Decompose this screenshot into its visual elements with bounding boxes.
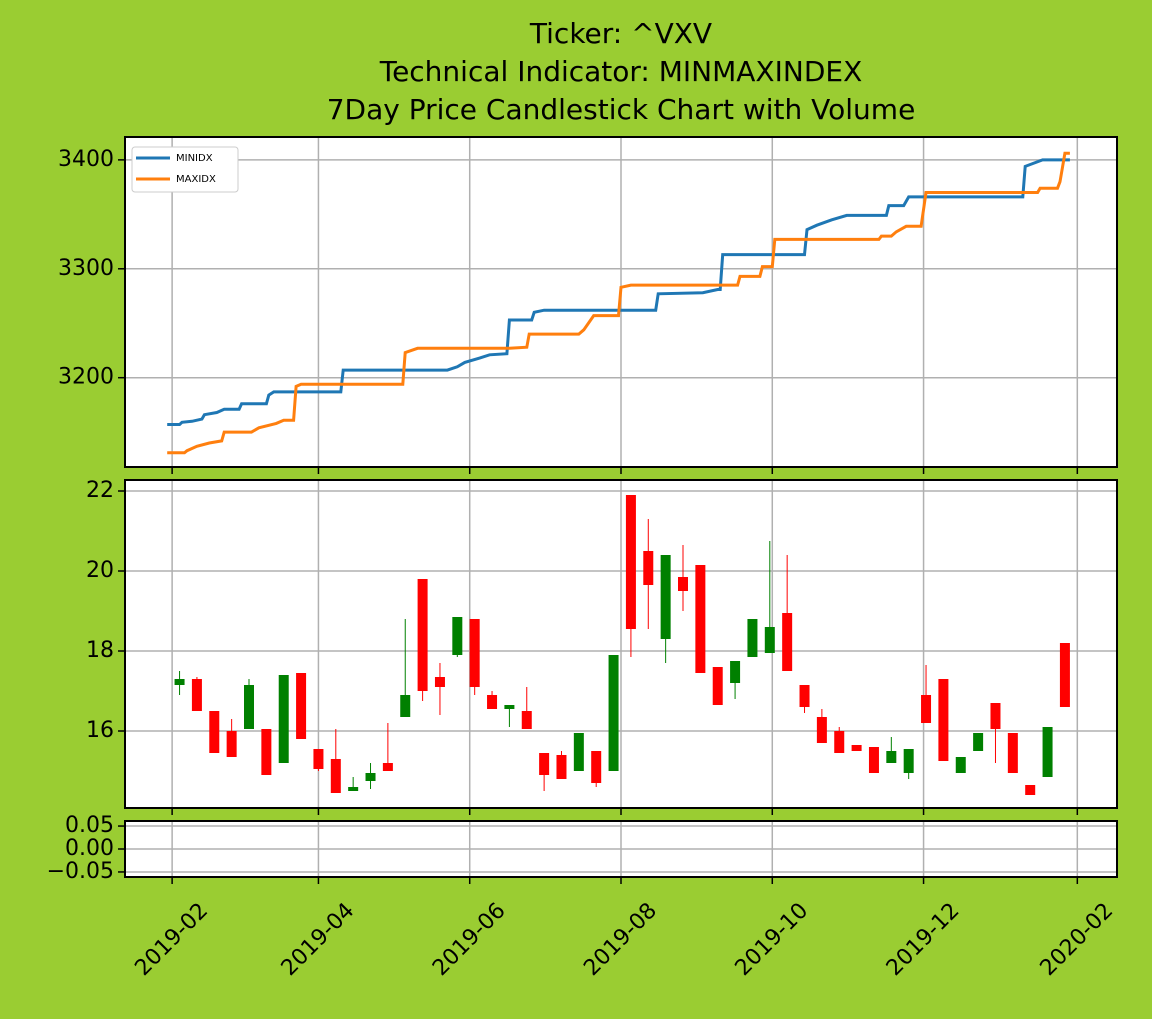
candle-body [226,731,237,757]
candle-body [678,577,688,591]
candle-body [799,685,810,707]
candle-body [660,555,671,639]
chart-title: Technical Indicator: MINMAXINDEX [379,55,863,88]
y-tick-label: 20 [86,558,114,583]
candle-body [469,619,480,687]
line-series [167,158,1070,426]
y-tick-label: 22 [86,478,114,503]
candle-body [556,755,567,779]
candle-body [695,565,706,673]
candle-body [764,627,775,653]
candle-body [400,695,411,717]
candle-body [1007,733,1018,773]
y-tick-label: 16 [86,718,114,743]
y-tick-label: 3400 [58,147,114,172]
chart-title: Ticker: ^VXV [529,17,712,50]
candle-body [573,733,584,771]
candle-body [1042,727,1053,777]
candle-body [712,667,723,705]
candle-body [955,757,966,773]
y-tick-label: 0.00 [65,836,114,861]
candle-body [417,579,428,691]
candle-body [365,773,376,781]
candle-body [730,661,741,683]
candle-body [521,711,532,729]
candle-body [973,733,984,751]
chart-title: 7Day Price Candlestick Chart with Volume [327,93,916,126]
legend-label: MINIDX [176,153,213,164]
candle-body [452,617,463,655]
candle-body [625,495,636,629]
candle-body [886,751,897,763]
candle-body [834,731,845,753]
y-tick-label: 18 [86,638,114,663]
y-tick-label: 0.05 [65,813,114,838]
candle-body [244,685,254,729]
candle-body [990,703,1001,729]
candle-body [487,695,498,709]
candle-body [174,679,185,685]
candle-body [382,763,393,771]
plot-frame [124,479,1118,809]
candle-body [313,749,324,769]
candle-body [1025,785,1036,795]
candle-body [434,677,445,687]
candle-body [782,613,793,671]
legend-label: MAXIDX [176,174,216,185]
y-tick-label: 3200 [58,365,114,390]
candle-body [278,675,289,763]
candle-body [348,787,359,791]
line-series [167,151,1070,455]
plot-frame [124,820,1118,878]
candle-body [921,695,932,723]
candle-body [903,749,914,773]
plot-frame [124,136,1118,468]
candle-body [868,747,879,773]
candle-body [591,751,602,783]
candle-body [209,711,220,753]
candle-body [1059,643,1070,707]
candle-body [816,717,827,743]
candle-body [261,729,272,775]
candle-body [608,655,619,771]
candle-body [539,753,550,775]
candle-body [747,619,758,657]
candle-body [643,551,654,585]
candle-body [851,745,862,751]
candle-body [296,673,307,739]
candle-body [504,705,515,709]
y-tick-label: −0.05 [47,859,114,884]
candle-body [191,679,202,711]
y-tick-label: 3300 [58,256,114,281]
candle-body [938,679,949,761]
candle-body [330,759,341,793]
